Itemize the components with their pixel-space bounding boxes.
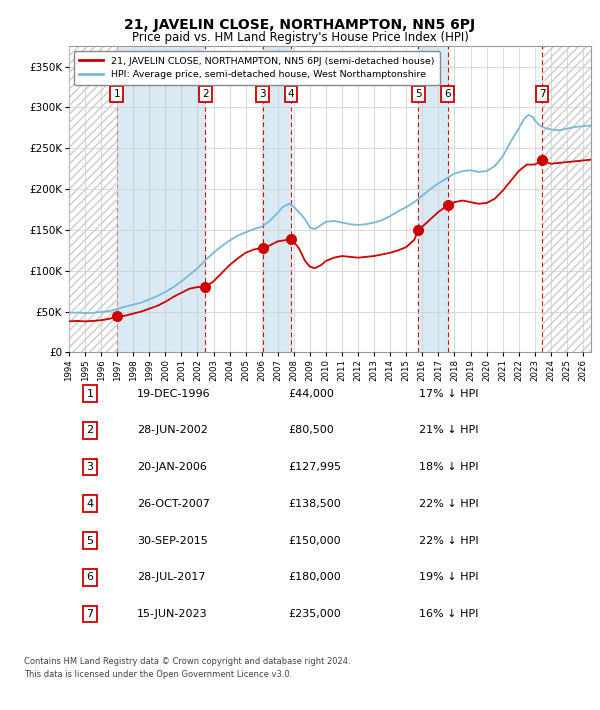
- Text: £138,500: £138,500: [288, 499, 341, 509]
- Text: 15-JUN-2023: 15-JUN-2023: [137, 609, 208, 619]
- Bar: [69, 46, 116, 352]
- Text: £127,995: £127,995: [288, 462, 341, 472]
- Text: 19-DEC-1996: 19-DEC-1996: [137, 388, 211, 398]
- Text: 1: 1: [113, 89, 120, 99]
- Bar: [418, 46, 448, 352]
- Text: 30-SEP-2015: 30-SEP-2015: [137, 535, 208, 545]
- Bar: [263, 46, 291, 352]
- Text: 19% ↓ HPI: 19% ↓ HPI: [419, 572, 478, 582]
- Bar: [542, 46, 591, 352]
- Text: 20-JAN-2006: 20-JAN-2006: [137, 462, 207, 472]
- Text: 18% ↓ HPI: 18% ↓ HPI: [419, 462, 478, 472]
- Text: £80,500: £80,500: [288, 425, 334, 435]
- Text: 4: 4: [287, 89, 294, 99]
- Text: 5: 5: [86, 535, 94, 545]
- Text: £150,000: £150,000: [288, 535, 341, 545]
- Text: 22% ↓ HPI: 22% ↓ HPI: [419, 535, 478, 545]
- Bar: [69, 46, 116, 352]
- Text: 16% ↓ HPI: 16% ↓ HPI: [419, 609, 478, 619]
- Text: 7: 7: [86, 609, 94, 619]
- Text: 3: 3: [259, 89, 266, 99]
- Text: 28-JUL-2017: 28-JUL-2017: [137, 572, 205, 582]
- Text: 2: 2: [86, 425, 94, 435]
- Text: 21, JAVELIN CLOSE, NORTHAMPTON, NN5 6PJ: 21, JAVELIN CLOSE, NORTHAMPTON, NN5 6PJ: [124, 18, 476, 32]
- Text: 6: 6: [86, 572, 94, 582]
- Text: 7: 7: [539, 89, 545, 99]
- Text: 5: 5: [415, 89, 422, 99]
- Text: 1: 1: [86, 388, 94, 398]
- Text: This data is licensed under the Open Government Licence v3.0.: This data is licensed under the Open Gov…: [24, 670, 292, 679]
- Text: 26-OCT-2007: 26-OCT-2007: [137, 499, 210, 509]
- Bar: [116, 46, 205, 352]
- Text: £44,000: £44,000: [288, 388, 334, 398]
- Text: 3: 3: [86, 462, 94, 472]
- Text: 6: 6: [444, 89, 451, 99]
- Text: 28-JUN-2002: 28-JUN-2002: [137, 425, 208, 435]
- Text: £235,000: £235,000: [288, 609, 341, 619]
- Text: 22% ↓ HPI: 22% ↓ HPI: [419, 499, 478, 509]
- Text: 17% ↓ HPI: 17% ↓ HPI: [419, 388, 478, 398]
- Text: 4: 4: [86, 499, 94, 509]
- Text: 2: 2: [202, 89, 209, 99]
- Text: Price paid vs. HM Land Registry's House Price Index (HPI): Price paid vs. HM Land Registry's House …: [131, 31, 469, 43]
- Text: 21% ↓ HPI: 21% ↓ HPI: [419, 425, 478, 435]
- Text: Contains HM Land Registry data © Crown copyright and database right 2024.: Contains HM Land Registry data © Crown c…: [24, 657, 350, 666]
- Legend: 21, JAVELIN CLOSE, NORTHAMPTON, NN5 6PJ (semi-detached house), HPI: Average pric: 21, JAVELIN CLOSE, NORTHAMPTON, NN5 6PJ …: [74, 51, 440, 85]
- Text: £180,000: £180,000: [288, 572, 341, 582]
- Bar: [542, 46, 591, 352]
